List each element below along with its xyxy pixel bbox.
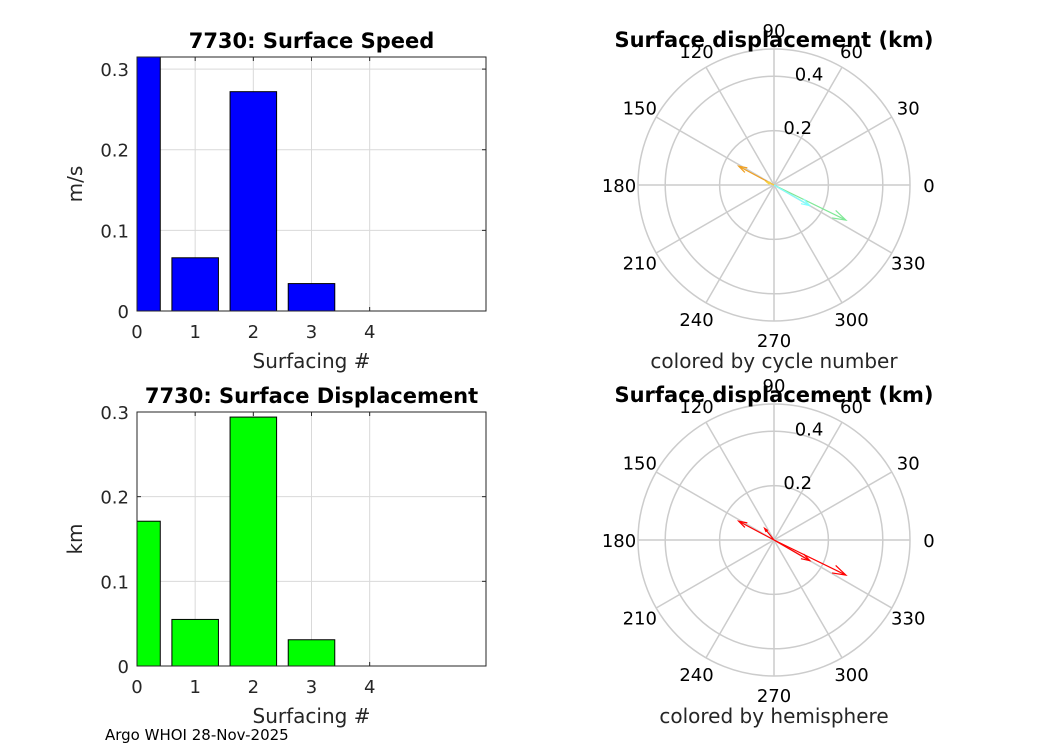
polar-angle-label: 120	[679, 42, 713, 63]
polar-range-label: 0.2	[783, 118, 812, 139]
chart-title: 7730: Surface Displacement	[145, 384, 478, 408]
y-tick-label: 0	[118, 657, 129, 678]
displacement-polar-plot: 0 30 60 90 120 150 180 210 240 270 300 330 0.2 0.4 Sur…	[602, 376, 935, 728]
polar-angle-label: 0	[923, 531, 934, 552]
y-tick-label: 0.3	[100, 60, 129, 81]
speed-bar-chart: 0 1 2 3 4 0 0.1 0.2 0.3 7730: Surface Speed Surfac…	[63, 29, 487, 373]
polar-angle-label: 240	[679, 665, 713, 686]
x-axis-label: Surfacing #	[253, 704, 371, 728]
polar-range-label: 0.2	[783, 473, 812, 494]
arrow-head	[736, 165, 748, 173]
polar-title: Surface displacement (km)	[614, 28, 933, 52]
polar-angle-label: 210	[623, 609, 657, 630]
polar-angle-label: 330	[891, 609, 925, 630]
bar	[229, 416, 278, 667]
polar-angle-label: 30	[897, 99, 920, 120]
bar	[229, 91, 278, 312]
arrow-head	[831, 565, 848, 576]
polar-angle-label: 30	[897, 454, 920, 475]
polar-angle-label: 270	[757, 686, 791, 707]
polar-angle-label: 210	[623, 254, 657, 275]
bar	[136, 520, 161, 667]
x-tick-label: 1	[189, 677, 200, 698]
displacement-arrow	[773, 184, 811, 207]
x-tick-label: 4	[364, 322, 375, 343]
polar-angle-label: 270	[757, 331, 791, 352]
polar-subtitle: colored by cycle number	[650, 349, 898, 373]
arrow-head	[764, 181, 771, 185]
displacement-arrow	[764, 527, 775, 541]
polar-angle-label: 90	[763, 376, 786, 397]
bar	[171, 618, 219, 667]
displacement-bar-chart: 0 1 2 3 4 0 0.1 0.2 0.3 7730: Surface Displacemen…	[63, 384, 487, 728]
bar	[287, 283, 336, 312]
arrow-head	[831, 210, 848, 221]
x-tick-label: 3	[306, 322, 317, 343]
polar-title: Surface displacement (km)	[614, 383, 933, 407]
y-tick-label: 0.1	[100, 572, 129, 593]
y-tick-label: 0	[118, 302, 129, 323]
polar-angle-label: 0	[923, 176, 934, 197]
y-tick-label: 0.2	[100, 488, 129, 509]
x-axis-label: Surfacing #	[253, 349, 371, 373]
polar-angle-label: 90	[763, 21, 786, 42]
y-tick-label: 0.1	[100, 221, 129, 242]
axes-box	[136, 56, 487, 312]
bar	[171, 257, 219, 312]
speed-polar-plot: 0 30 60 90 120 150 180 210 240 270 300 330 0.2 0.4 Sur…	[602, 21, 935, 373]
arrow-head	[800, 198, 812, 207]
displacement-arrow	[738, 520, 775, 541]
displacement-arrow	[773, 539, 811, 562]
polar-subtitle: colored by hemisphere	[659, 704, 888, 728]
arrow-head	[736, 520, 748, 528]
polar-angle-label: 180	[602, 531, 636, 552]
polar-angle-label: 300	[834, 665, 868, 686]
polar-angle-label: 60	[840, 42, 863, 63]
polar-angle-label: 330	[891, 254, 925, 275]
chart-title: 7730: Surface Speed	[189, 29, 435, 53]
bar	[136, 56, 161, 312]
x-tick-label: 4	[364, 677, 375, 698]
x-tick-label: 0	[131, 677, 142, 698]
x-tick-label: 2	[248, 677, 259, 698]
arrow-head	[800, 553, 812, 562]
x-tick-label: 1	[189, 322, 200, 343]
polar-angle-label: 60	[840, 397, 863, 418]
y-tick-label: 0.3	[100, 403, 129, 424]
bar	[287, 639, 336, 667]
polar-angle-label: 240	[679, 310, 713, 331]
y-axis-label: m/s	[63, 166, 87, 203]
x-tick-label: 2	[248, 322, 259, 343]
arrow-head	[763, 526, 769, 533]
polar-angle-label: 150	[623, 99, 657, 120]
x-tick-label: 0	[131, 322, 142, 343]
polar-range-label: 0.4	[795, 420, 824, 441]
axes-box	[136, 411, 487, 667]
polar-range-label: 0.4	[795, 65, 824, 86]
displacement-arrow	[773, 184, 847, 221]
y-axis-label: km	[63, 523, 87, 554]
footer-credit: Argo WHOI 28-Nov-2025	[105, 726, 289, 744]
y-tick-label: 0.2	[100, 141, 129, 162]
x-tick-label: 3	[306, 677, 317, 698]
polar-angle-label: 120	[679, 397, 713, 418]
polar-angle-label: 300	[834, 310, 868, 331]
polar-angle-label: 180	[602, 176, 636, 197]
polar-angle-label: 150	[623, 454, 657, 475]
displacement-arrow	[773, 539, 847, 576]
